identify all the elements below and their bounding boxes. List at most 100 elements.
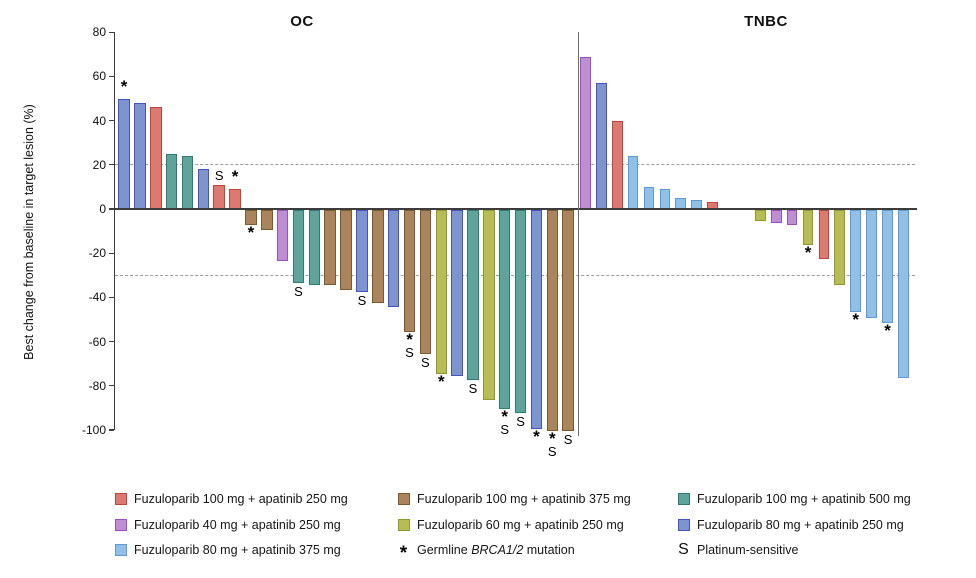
legend-item-fuzuloparib100-apatinib375: Fuzuloparib 100 mg + apatinib 375 mg xyxy=(398,491,631,507)
reference-line-20 xyxy=(115,164,915,166)
bar xyxy=(356,210,368,292)
y-tick xyxy=(108,75,114,78)
bar xyxy=(419,210,432,354)
legend-swatch-lightblue xyxy=(115,544,127,556)
legend-label: Fuzuloparib 80 mg + apatinib 250 mg xyxy=(697,517,904,532)
y-tick-label: -20 xyxy=(88,246,106,261)
bar xyxy=(818,210,830,259)
bar xyxy=(546,210,559,431)
bar xyxy=(498,210,511,409)
legend-label: Fuzuloparib 40 mg + apatinib 250 mg xyxy=(134,517,341,532)
bar xyxy=(118,98,130,209)
bar xyxy=(898,210,909,378)
y-tick xyxy=(108,164,114,166)
asterisk-icon: * xyxy=(399,543,408,564)
bar xyxy=(245,210,257,226)
bar xyxy=(530,210,543,429)
germline-mutation-marker: * xyxy=(501,406,508,426)
legend-label: Fuzuloparib 80 mg + apatinib 375 mg xyxy=(134,543,341,557)
zero-baseline xyxy=(115,208,917,210)
bar xyxy=(213,184,225,209)
bar xyxy=(308,210,321,286)
germline-mutation-marker: * xyxy=(406,329,413,349)
y-tick xyxy=(108,31,114,33)
legend-swatch-olive xyxy=(398,518,410,531)
platinum-sensitive-marker: S xyxy=(563,432,573,447)
legend-item-fuzuloparib40-apatinib250: Fuzuloparib 40 mg + apatinib 250 mg xyxy=(115,517,341,533)
legend-item-fuzuloparib60-apatinib250: Fuzuloparib 60 mg + apatinib 250 mg xyxy=(398,517,624,533)
bar xyxy=(467,210,479,381)
bar xyxy=(387,210,400,308)
legend-item-germline-brca-mutation: * Germline BRCA1/2 mutation xyxy=(398,542,575,564)
bar xyxy=(261,210,273,230)
y-axis-line xyxy=(113,32,116,430)
bar xyxy=(324,210,336,286)
bar xyxy=(229,189,241,209)
platinum-sensitive-marker: S xyxy=(214,167,224,183)
bar xyxy=(882,210,893,323)
s-marker-icon: S xyxy=(678,541,689,558)
y-tick-label: 60 xyxy=(92,69,106,84)
y-tick-label: 0 xyxy=(99,202,106,216)
legend-item-fuzuloparib100-apatinib250: Fuzuloparib 100 mg + apatinib 250 mg xyxy=(115,491,348,507)
germline-mutation-marker: * xyxy=(437,371,445,391)
panel-title-oc: OC xyxy=(290,13,314,30)
bar xyxy=(754,210,766,222)
y-tick xyxy=(108,340,114,343)
y-tick xyxy=(108,429,114,431)
platinum-sensitive-marker: S xyxy=(421,354,430,370)
bar xyxy=(580,56,591,209)
bar xyxy=(595,83,607,209)
y-tick xyxy=(108,385,114,387)
y-tick-label: -60 xyxy=(88,334,106,349)
legend-swatch-teal xyxy=(678,493,690,505)
bar xyxy=(643,186,655,209)
y-tick-label: 80 xyxy=(92,25,106,40)
y-tick-label: -100 xyxy=(81,423,106,437)
bar xyxy=(340,210,352,290)
platinum-sensitive-marker: S xyxy=(500,421,510,437)
bar xyxy=(134,102,146,209)
germline-mutation-marker: * xyxy=(548,429,556,448)
y-tick-label: 20 xyxy=(92,157,106,172)
germline-mutation-marker: * xyxy=(884,320,891,340)
brca-suffix: mutation xyxy=(523,543,575,557)
legend-item-platinum-sensitive: S Platinum-sensitive xyxy=(678,542,798,558)
germline-mutation-marker: * xyxy=(804,243,812,263)
legend-swatch-purple xyxy=(115,518,127,531)
y-tick xyxy=(108,252,114,254)
bar xyxy=(292,210,305,283)
legend-label: Germline BRCA1/2 mutation xyxy=(417,543,575,557)
bar xyxy=(562,210,574,431)
y-tick-label: -40 xyxy=(88,290,106,305)
platinum-sensitive-marker: S xyxy=(547,444,557,459)
platinum-sensitive-marker: S xyxy=(468,381,478,397)
legend-item-fuzuloparib80-apatinib250: Fuzuloparib 80 mg + apatinib 250 mg xyxy=(678,517,904,533)
bar xyxy=(834,210,846,286)
bar xyxy=(165,153,178,209)
bar xyxy=(435,210,447,374)
panel-separator-line xyxy=(578,32,580,436)
panel-title-tnbc: TNBC xyxy=(744,13,788,30)
platinum-sensitive-marker: S xyxy=(516,414,525,430)
y-tick xyxy=(108,119,114,122)
bar xyxy=(483,210,495,401)
y-tick xyxy=(108,296,114,299)
bar xyxy=(514,210,527,414)
bar xyxy=(627,155,639,209)
y-tick xyxy=(108,208,114,210)
bar xyxy=(451,210,463,376)
legend-item-fuzuloparib100-apatinib500: Fuzuloparib 100 mg + apatinib 500 mg xyxy=(678,491,911,507)
legend-label: Fuzuloparib 100 mg + apatinib 250 mg xyxy=(134,492,348,506)
germline-mutation-marker: * xyxy=(247,223,255,243)
bar xyxy=(372,210,384,303)
legend-item-fuzuloparib80-apatinib375: Fuzuloparib 80 mg + apatinib 375 mg xyxy=(115,542,341,558)
bar xyxy=(659,189,671,209)
bar xyxy=(786,210,798,226)
legend-swatch-red xyxy=(115,493,127,505)
germline-mutation-marker: * xyxy=(120,76,128,96)
bar xyxy=(197,169,210,209)
bar xyxy=(866,210,877,319)
bar xyxy=(802,210,814,246)
